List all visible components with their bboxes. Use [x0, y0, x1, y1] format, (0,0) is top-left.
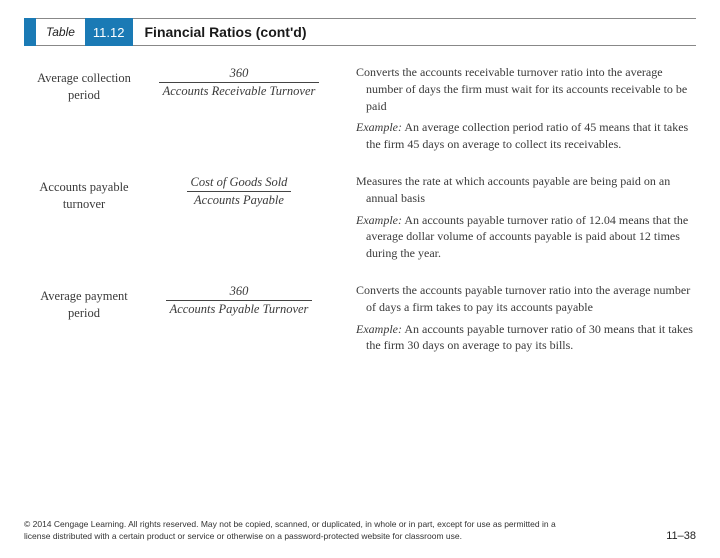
ratio-name-line1: Accounts payable — [39, 180, 128, 194]
description-text: Measures the rate at which accounts paya… — [342, 173, 696, 207]
ratio-name-line1: Average collection — [37, 71, 131, 85]
table-row: Accounts payable turnover Cost of Goods … — [24, 173, 696, 262]
formula-denominator: Accounts Payable Turnover — [166, 300, 313, 317]
ratio-name: Average collection period — [24, 64, 144, 153]
copyright-text: © 2014 Cengage Learning. All rights rese… — [24, 519, 574, 542]
table-row: Average payment period 360 Accounts Paya… — [24, 282, 696, 354]
formula-numerator: 360 — [159, 66, 320, 82]
footer: © 2014 Cengage Learning. All rights rese… — [24, 519, 696, 542]
ratio-name: Accounts payable turnover — [24, 173, 144, 262]
example-text: Example: An accounts payable turnover ra… — [342, 212, 696, 262]
ratio-name-line2: period — [68, 306, 100, 320]
ratio-name-line1: Average payment — [40, 289, 128, 303]
description-text: Converts the accounts payable turnover r… — [342, 282, 696, 316]
formula-numerator: Cost of Goods Sold — [187, 175, 292, 191]
ratio-formula: 360 Accounts Receivable Turnover — [144, 64, 334, 153]
ratio-description: Converts the accounts receivable turnove… — [334, 64, 696, 153]
formula-denominator: Accounts Receivable Turnover — [159, 82, 320, 99]
table-header: Table 11.12 Financial Ratios (cont'd) — [24, 18, 696, 46]
example-body: An accounts payable turnover ratio of 12… — [366, 213, 688, 261]
ratio-formula: 360 Accounts Payable Turnover — [144, 282, 334, 354]
formula-numerator: 360 — [166, 284, 313, 300]
example-text: Example: An accounts payable turnover ra… — [342, 321, 696, 355]
ratio-formula: Cost of Goods Sold Accounts Payable — [144, 173, 334, 262]
example-label: Example: — [356, 120, 402, 134]
table-title: Financial Ratios (cont'd) — [133, 18, 697, 46]
table-content: Average collection period 360 Accounts R… — [0, 46, 720, 354]
table-number: 11.12 — [85, 18, 133, 46]
example-text: Example: An average collection period ra… — [342, 119, 696, 153]
header-accent-bar — [24, 18, 36, 46]
page-number: 11–38 — [666, 530, 696, 542]
ratio-description: Converts the accounts payable turnover r… — [334, 282, 696, 354]
ratio-name: Average payment period — [24, 282, 144, 354]
description-text: Converts the accounts receivable turnove… — [342, 64, 696, 114]
example-body: An accounts payable turnover ratio of 30… — [366, 322, 693, 353]
example-body: An average collection period ratio of 45… — [366, 120, 688, 151]
table-label: Table — [36, 18, 85, 46]
example-label: Example: — [356, 322, 402, 336]
ratio-name-line2: period — [68, 88, 100, 102]
ratio-name-line2: turnover — [63, 197, 105, 211]
example-label: Example: — [356, 213, 402, 227]
formula-denominator: Accounts Payable — [187, 191, 292, 208]
table-row: Average collection period 360 Accounts R… — [24, 64, 696, 153]
ratio-description: Measures the rate at which accounts paya… — [334, 173, 696, 262]
